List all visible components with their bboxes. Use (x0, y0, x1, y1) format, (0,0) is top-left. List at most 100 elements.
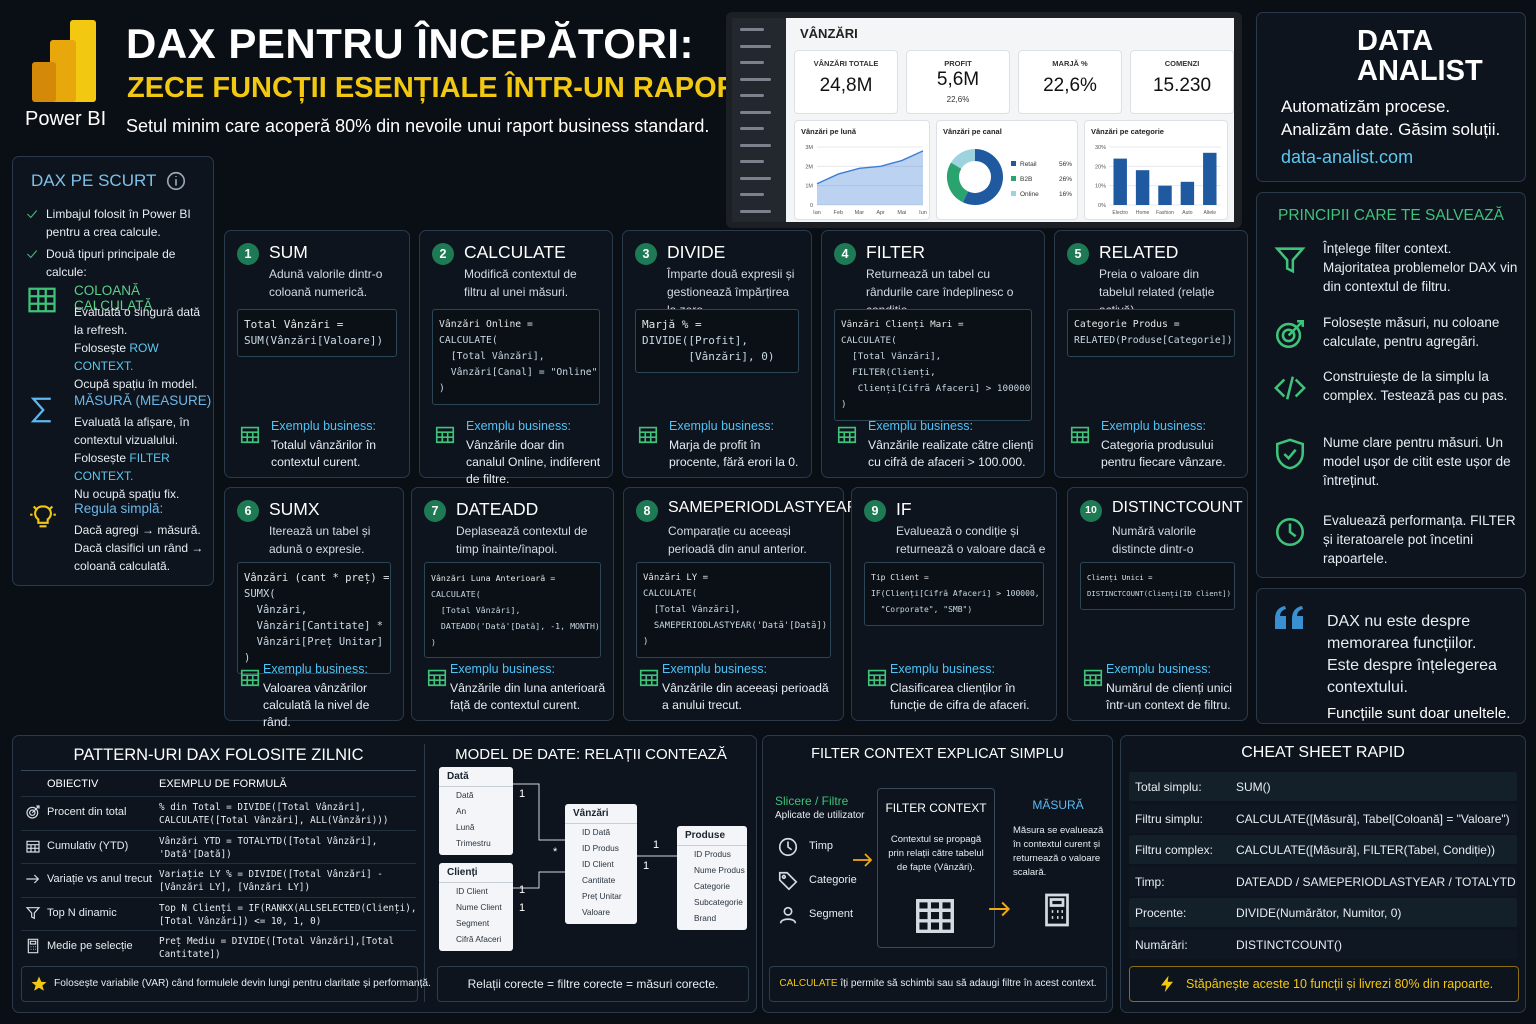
row-rule (21, 863, 416, 864)
person-icon (779, 906, 797, 924)
function-card: 8 SAMEPERIODLASTYEAR Comparație cu aceeași… (623, 487, 858, 721)
code-line: SUM(Vânzări[Valoare]) (244, 334, 384, 347)
function-card: 1 SUM Adună valorile dintr-o coloană numer… (224, 230, 410, 478)
function-card: 7 DATEADD Deplasează contextul de timp îna… (411, 487, 614, 721)
icon-stroke (1275, 517, 1305, 547)
relations (513, 783, 677, 889)
code-line: SUMX( (244, 588, 276, 600)
icon-stroke (241, 431, 259, 443)
kpi-card: VÂNZĂRI TOTALE 24,8M (794, 50, 898, 114)
bar (1180, 181, 1195, 205)
calendar-icon (240, 426, 260, 444)
chart-title: Vânzări pe canal (943, 127, 1002, 136)
section-line: Evaluată la afișare, în contextul vizual… (74, 415, 190, 447)
cardinality: 1 (653, 839, 660, 851)
patterns-model-panel: PATTERN-URI DAX FOLOSITE ZILNIC OBIECTIV E… (12, 735, 757, 1013)
cheat-label: Filtru simplu: (1135, 811, 1204, 826)
code-line: Marjă % = (642, 318, 702, 331)
example-label: Exemplu business: (466, 419, 571, 433)
pattern-objective: Variație vs anul trecut (47, 873, 152, 885)
icon-stroke (778, 837, 798, 857)
function-description: Modifică contextul de filtru al unei măs… (464, 267, 577, 299)
row-rule (21, 829, 416, 831)
cheat-value: DIVIDE(Numărător, Numitor, 0) (1236, 906, 1402, 920)
panel-title: FILTER CONTEXT EXPLICAT SIMPLU (811, 746, 1064, 762)
code-line: DIVIDE([Profit], (642, 334, 748, 347)
model-footer: Relații corecte = filtre corecte = măsur… (437, 966, 749, 1002)
kpi-label: VÂNZĂRI TOTALE (813, 59, 879, 68)
source-item: Timp (809, 840, 834, 852)
chart-card: Vânzări pe canal Retail 56% B2B 26% Online 16% (936, 120, 1078, 220)
code-line: Vânzări Clienți Mari = (841, 319, 964, 330)
info-icon (166, 171, 186, 191)
panel-title: DAX PE SCURT (31, 171, 157, 190)
example-text: Clasificarea clienților în funcție de ci… (890, 681, 1030, 712)
donut-segment (951, 149, 976, 170)
brand-panel: DATA ANALIST Automatizăm procese. Analizăm … (1256, 12, 1526, 182)
row-rule (21, 796, 416, 797)
icon-stroke (640, 674, 658, 686)
chart-card: Vânzări pe lună 0 1M 2M 3M Ian Feb Mar Apr Mai Iun (794, 120, 930, 220)
icon-stroke (28, 287, 56, 313)
sources-title: Slicere / Filtre (775, 794, 849, 808)
code-line: DISTINCTCOUNT(Clienți[ID Client]) (1087, 589, 1232, 598)
cheat-label: Filtru complex: (1135, 843, 1214, 857)
sidebar-item (740, 44, 771, 48)
code-box: Categorie Produs = RELATED(Produse[Catego… (1067, 309, 1235, 357)
box-title: FILTER CONTEXT (885, 801, 987, 815)
cheat-value: CALCULATE([Măsură], FILTER(Tabel, Condiț… (1236, 843, 1495, 857)
cardinality: * (553, 846, 558, 858)
panel-title: CHEAT SHEET RAPID (1241, 744, 1405, 761)
table-field: Cifră Afaceri (456, 934, 502, 944)
icon-stroke (240, 426, 260, 444)
value-label: 26% (1059, 176, 1072, 183)
dax-summary-panel: DAX PE SCURT Limbajul folosit în Power BI… (12, 156, 214, 586)
section-line: Folosește FILTER CONTEXT. (74, 449, 212, 485)
value-label: 56% (1059, 161, 1072, 168)
number-badge: 10 (1080, 500, 1102, 522)
table-field: Categorie (694, 881, 730, 891)
funnel-icon (1274, 247, 1306, 274)
line-text: Folosește (74, 341, 127, 355)
code-line: CALCULATE( (841, 335, 897, 346)
principles-panel: PRINCIPII CARE TE SALVEAZĂ Înțelege filte… (1256, 192, 1526, 578)
icon-stroke (1275, 438, 1305, 470)
example-text: Marja de profit în procente, fără erori … (669, 438, 799, 469)
section-body: Evaluată o singură dată la refresh. Folos… (74, 303, 212, 393)
chart-card: Vânzări pe categorie 0% 10% 20% 30% Electro Ho… (1084, 120, 1228, 220)
code-line: "Corporate", "SMB") (871, 605, 973, 614)
function-name: RELATED (1099, 242, 1179, 262)
subtitle: ZECE FUNCȚII ESENȚIALE ÎNTR-UN RAPORT (127, 72, 756, 104)
table-field: Subcategorie (694, 897, 743, 907)
sidebar-item (740, 127, 764, 130)
icon-stroke (1274, 376, 1306, 400)
table-field: ID Produs (694, 849, 731, 859)
icon-stroke (26, 210, 38, 219)
x-tick-label: Auto (1182, 210, 1193, 216)
number-badge: 9 (864, 500, 886, 522)
cardinality: 1 (519, 788, 526, 800)
kpi-value: 24,8M (819, 75, 873, 96)
example-text: Vânzările din aceeași perioadă a anului … (662, 681, 829, 712)
cheat-row: Numărări: DISTINCTCOUNT() (1129, 929, 1517, 959)
target-icon (26, 805, 40, 819)
section-line: Dacă agregi → măsură. (74, 523, 201, 537)
clock-icon (1275, 517, 1305, 547)
function-name: DATEADD (456, 499, 539, 519)
code-box: Clienți Unici = DISTINCTCOUNT(Clienți[ID … (1080, 562, 1235, 610)
icon-fill (31, 976, 47, 991)
example-text: Vânzările din luna anterioară față de co… (450, 681, 606, 712)
code-line: Vânzări LY = (643, 573, 709, 583)
area-chart: 0 1M 2M 3M Ian Feb Mar Apr Mai Iun (805, 145, 926, 216)
quote-panel: DAX nu este despre memorarea funcțiilor.… (1256, 588, 1526, 724)
code-line: ) (841, 399, 847, 410)
icon-stroke (25, 906, 41, 919)
sidebar-item (740, 143, 771, 147)
function-description: Adună valorile dintr-o coloană numerică. (269, 267, 383, 299)
code-box: Vânzări (cant * preț) = SUMX( Vânzări, Vâ… (237, 562, 391, 674)
icon-stroke (639, 431, 657, 443)
bar (1135, 170, 1150, 205)
icon-stroke (27, 843, 39, 852)
y-tick-label: 20% (1095, 164, 1106, 170)
icon-fill (1161, 975, 1173, 993)
